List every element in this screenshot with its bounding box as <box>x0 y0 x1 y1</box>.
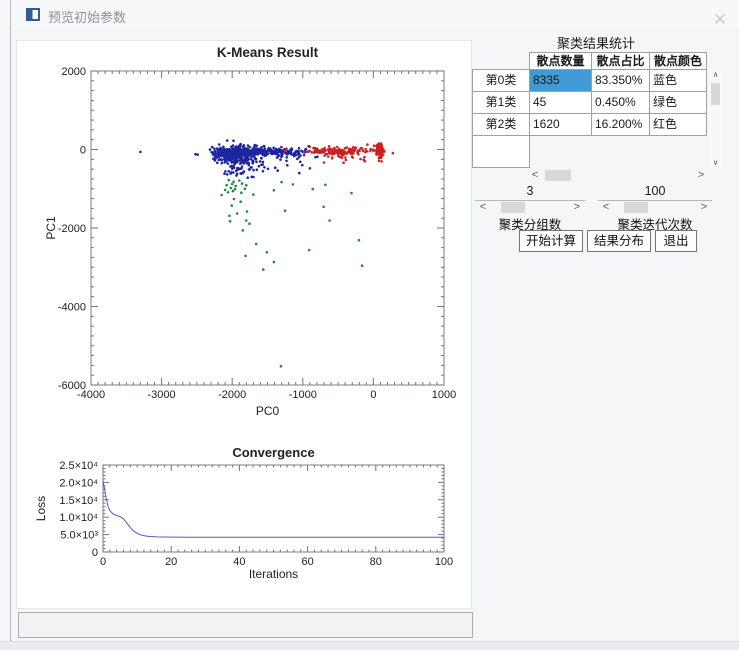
svg-text:-1000: -1000 <box>289 389 317 401</box>
table-cell[interactable]: 0.450% <box>591 91 650 114</box>
svg-text:1.5×10⁴: 1.5×10⁴ <box>59 495 98 507</box>
column-header[interactable]: 散点占比 <box>591 52 650 70</box>
svg-text:80: 80 <box>370 556 382 568</box>
window-bottom-strip <box>0 641 739 650</box>
window-left-border <box>10 0 11 641</box>
svg-text:Loss: Loss <box>34 496 48 521</box>
svg-text:5.0×10³: 5.0×10³ <box>60 530 98 542</box>
table-cell[interactable]: 蓝色 <box>649 69 707 92</box>
kmeans-scatter-plot: -4000 -3000 -2000 -1000 0 1000 2000 0 -2000 -4000… <box>44 45 456 418</box>
vertical-scrollbar-thumb[interactable] <box>711 83 720 105</box>
convergence-plot: 0 20 40 60 80 100 0 5.0×10³ 1.0×10⁴ 1.5×10⁴ 2.0×10… <box>34 445 453 581</box>
svg-text:K-Means Result: K-Means Result <box>217 45 319 60</box>
exit-button[interactable]: 退出 <box>655 230 697 252</box>
table-cell[interactable]: 8335 <box>529 69 592 92</box>
stats-table-title: 聚类结果统计 <box>556 36 635 51</box>
title-bar: 预览初始参数 ✕ <box>11 0 739 31</box>
iterations-spinner[interactable]: < > <box>598 200 712 214</box>
svg-text:PC0: PC0 <box>256 404 280 418</box>
svg-text:40: 40 <box>233 556 245 568</box>
close-icon[interactable]: ✕ <box>712 10 728 29</box>
svg-text:-2000: -2000 <box>218 389 246 401</box>
groups-spinner-value: 3 <box>526 184 534 198</box>
svg-text:100: 100 <box>435 556 453 568</box>
column-header[interactable]: 散点数量 <box>529 52 592 70</box>
start-calculation-button[interactable]: 开始计算 <box>519 230 583 252</box>
svg-text:0: 0 <box>100 556 106 568</box>
chevron-right-icon[interactable]: > <box>697 169 705 181</box>
plot-panel: -4000 -3000 -2000 -1000 0 1000 2000 0 -2000 -4000… <box>16 40 472 609</box>
svg-text:1000: 1000 <box>432 389 456 401</box>
svg-text:Iterations: Iterations <box>249 567 298 581</box>
svg-text:-6000: -6000 <box>58 380 86 392</box>
table-cell[interactable]: 45 <box>529 91 592 114</box>
chevron-down-icon[interactable]: ∨ <box>712 158 719 167</box>
groups-spinner-thumb[interactable] <box>501 202 525 213</box>
horizontal-scrollbar-thumb[interactable] <box>545 170 571 181</box>
row-header[interactable]: 第1类 <box>472 91 530 114</box>
chevron-right-icon[interactable]: > <box>700 201 708 213</box>
svg-text:-3000: -3000 <box>148 389 176 401</box>
table-vertical-scrollbar[interactable]: ∧ ∨ <box>709 69 722 169</box>
svg-text:-2000: -2000 <box>58 223 86 235</box>
column-header[interactable]: 散点颜色 <box>649 52 707 70</box>
app-icon <box>26 8 40 21</box>
table-cell[interactable]: 16.200% <box>591 113 650 136</box>
chevron-left-icon[interactable]: < <box>602 201 610 213</box>
table-cell[interactable]: 83.350% <box>591 69 650 92</box>
svg-text:2000: 2000 <box>62 66 86 78</box>
chevron-left-icon[interactable]: < <box>531 169 539 181</box>
svg-text:-4000: -4000 <box>58 302 86 314</box>
window-title: 预览初始参数 <box>48 10 127 25</box>
svg-text:PC1: PC1 <box>44 216 58 240</box>
svg-text:Convergence: Convergence <box>232 445 314 460</box>
row-header[interactable]: 第0类 <box>472 69 530 92</box>
svg-text:0: 0 <box>370 389 376 401</box>
table-cell[interactable]: 绿色 <box>649 91 707 114</box>
svg-text:60: 60 <box>301 556 313 568</box>
svg-text:1.0×10⁴: 1.0×10⁴ <box>59 512 98 524</box>
stats-table: ∧ ∨ < > 散点数量 散点占比 散点颜色第0类 8335 83.350% 蓝色第1类 4… <box>472 52 722 183</box>
svg-text:2.0×10⁴: 2.0×10⁴ <box>59 477 98 489</box>
chevron-left-icon[interactable]: < <box>479 201 487 213</box>
iterations-spinner-thumb[interactable] <box>624 202 648 213</box>
table-cell[interactable]: 红色 <box>649 113 707 136</box>
svg-text:0: 0 <box>92 547 98 559</box>
svg-text:2.5×10⁴: 2.5×10⁴ <box>59 460 98 472</box>
svg-text:0: 0 <box>80 145 86 157</box>
svg-text:20: 20 <box>165 556 177 568</box>
chevron-up-icon[interactable]: ∧ <box>712 70 719 79</box>
iterations-spinner-value: 100 <box>644 184 666 198</box>
row-header-empty <box>472 135 530 168</box>
iterations-spinner-label: 聚类迭代次数 <box>617 218 693 232</box>
row-header[interactable]: 第2类 <box>472 113 530 136</box>
svg-text:-4000: -4000 <box>77 389 105 401</box>
table-cell[interactable]: 1620 <box>529 113 592 136</box>
progress-bar <box>18 612 473 638</box>
table-horizontal-scrollbar[interactable]: < > <box>529 169 707 182</box>
groups-spinner[interactable]: < > <box>475 200 585 214</box>
chevron-right-icon[interactable]: > <box>573 201 581 213</box>
result-distribution-button[interactable]: 结果分布 <box>587 230 651 252</box>
groups-spinner-label: 聚类分组数 <box>498 218 562 232</box>
